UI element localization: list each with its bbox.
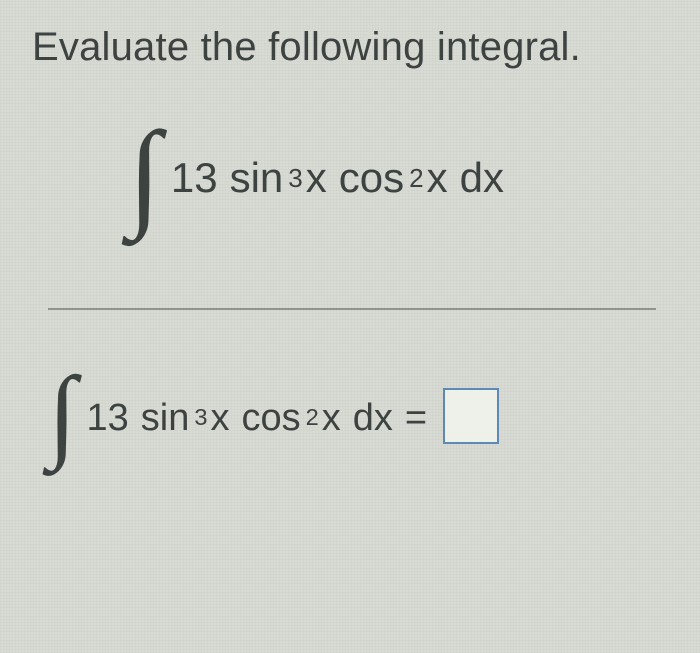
cos-exponent: 2: [409, 165, 423, 191]
equals-sign: =: [405, 399, 427, 437]
divider: [48, 308, 656, 310]
variable: x: [210, 399, 229, 437]
cos-label: cos: [241, 399, 300, 437]
coefficient: 13: [87, 399, 129, 437]
cos-label: cos: [339, 157, 404, 199]
integral-display: ∫ 13 sin 3 x cos 2 x dx: [128, 118, 672, 238]
variable: x: [322, 399, 341, 437]
sin-label: sin: [230, 157, 284, 199]
coefficient: 13: [171, 157, 218, 199]
differential: dx: [353, 399, 393, 437]
answer-input[interactable]: [443, 388, 499, 444]
integral-sign-icon: ∫: [48, 362, 77, 466]
prompt-text: Evaluate the following integral.: [32, 24, 672, 70]
sin-exponent: 3: [194, 406, 207, 430]
integral-answer-row: ∫ 13 sin 3 x cos 2 x dx =: [48, 366, 672, 470]
integral-sign-icon: ∫: [128, 114, 161, 234]
cos-exponent: 2: [306, 406, 319, 430]
integrand-expression: 13 sin 3 x cos 2 x dx =: [87, 399, 428, 437]
integrand-expression: 13 sin 3 x cos 2 x dx: [171, 157, 504, 199]
variable: x: [306, 157, 327, 199]
differential: dx: [460, 157, 504, 199]
sin-exponent: 3: [288, 165, 302, 191]
variable: x: [427, 157, 448, 199]
sin-label: sin: [141, 399, 190, 437]
